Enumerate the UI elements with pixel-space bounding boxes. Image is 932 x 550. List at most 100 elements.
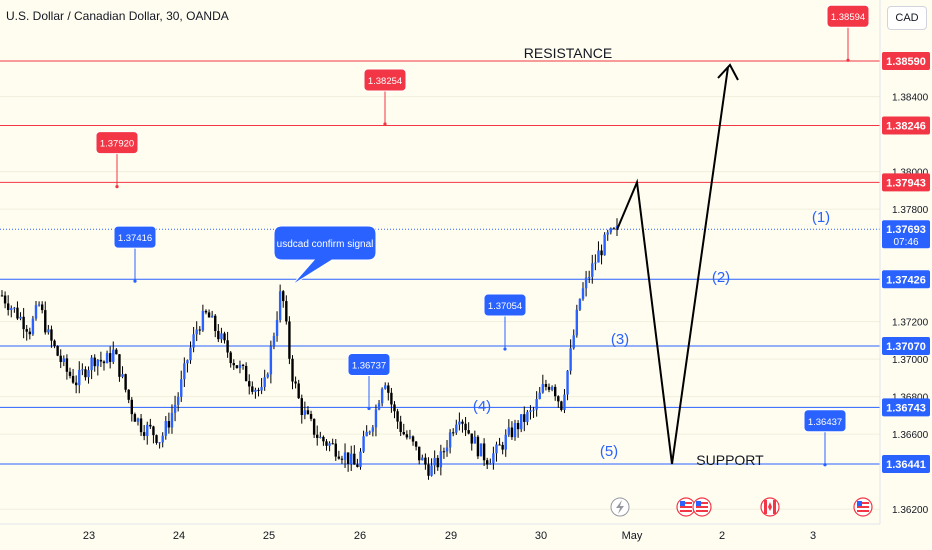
candle-body [526,411,529,422]
price-tick-label: 1.36600 [892,430,929,441]
candle-body [445,447,449,452]
candle-body [217,330,220,340]
price-tick-label: 1.37000 [892,355,929,366]
time-axis: 23 24 25 26 29 30 May 2 3 [0,523,880,542]
candle-body [53,340,56,347]
candle-body [513,423,517,438]
candle-body [538,392,541,399]
candle-body [133,414,137,422]
candle-body [204,310,208,313]
candle-body [303,410,307,415]
candle-body [312,418,316,435]
wave-count-label: (4) [473,398,491,415]
candle-body [433,457,436,466]
candle-body [198,329,201,331]
candle-body [124,374,127,390]
candle-body [569,348,572,371]
candle-body [353,453,356,465]
candle-body [467,430,470,434]
price-callouts: 1.37920 1.38254 1.38594 1.37416 1.37054 1.367… [95,4,870,467]
candle-body [424,457,427,465]
candle-body [405,434,409,438]
price-level-tag [882,398,930,417]
candle-body [529,410,532,412]
candle-body [470,433,473,444]
candle-body [189,347,192,361]
candle-body [346,452,350,464]
candle-body [421,457,424,461]
currency-button[interactable]: CAD [887,6,927,30]
candle-body [183,363,186,380]
us-flag-icon [676,497,696,517]
price-callout-label: 1.37920 [100,139,134,150]
candle-body [473,436,477,444]
candle-body [121,374,124,377]
price-level-tag-label: 1.36743 [886,402,926,414]
candle-body [28,331,32,335]
candle-body [458,421,461,425]
candle-body [40,304,44,311]
candle-body [557,396,560,402]
price-level-tag [882,173,930,192]
candle-body [297,383,300,399]
candle-body [260,386,263,391]
candle-body [3,295,7,304]
candle-body [136,418,140,422]
time-tick-label: 2 [719,530,725,542]
candle-body [615,225,619,229]
candle-body [374,409,378,428]
candle-body [436,457,439,468]
candle-body [309,413,313,419]
candle-body [452,432,455,434]
candle-body [139,418,143,433]
candle-body [498,444,501,446]
candle-body [173,404,177,413]
candle-body [362,436,365,452]
time-tick-label: May [622,530,643,542]
candle-body [325,441,328,446]
candle-body [581,288,585,299]
us-flag-icon [692,497,712,517]
candle-body [269,346,273,375]
candle-body [541,384,545,393]
candle-body [380,388,384,404]
projection-line [616,66,729,465]
price-level-tag-label: 1.36441 [886,459,926,471]
candle-body [461,421,464,424]
candle-body [93,357,96,367]
time-tick-label: 23 [83,530,95,542]
candle-body [10,308,13,310]
price-callout-label: 1.36437 [808,417,842,428]
candle-body [34,305,38,319]
candle-body [62,358,66,362]
candle-body [226,340,229,353]
price-level-lines [0,60,880,465]
price-tick-label: 1.36800 [892,393,929,404]
candle-body [155,435,158,443]
candle-body [356,464,359,467]
candle-body [59,355,62,362]
candle-body [414,441,418,447]
price-level-tag [882,52,930,70]
price-level-tag-label: 1.37426 [886,274,926,286]
candle-body [84,369,87,378]
candle-body [241,364,245,366]
candle-body [90,357,93,371]
candle-body [22,316,25,330]
candle-body [201,310,205,331]
candle-body [479,443,483,457]
candle-body [384,385,387,389]
candle-body [232,363,235,366]
candle-body [350,453,353,464]
candle-body [251,386,254,392]
candle-body [300,398,303,415]
callout-anchor [367,406,371,411]
candle-body [130,399,133,415]
candle-body [180,379,183,397]
support-label: SUPPORT [696,452,764,468]
chart-title: U.S. Dollar / Canadian Dollar, 30, OANDA [6,9,229,23]
time-tick-label: 3 [810,530,816,542]
candle-body [408,436,412,438]
price-callout [826,4,870,28]
